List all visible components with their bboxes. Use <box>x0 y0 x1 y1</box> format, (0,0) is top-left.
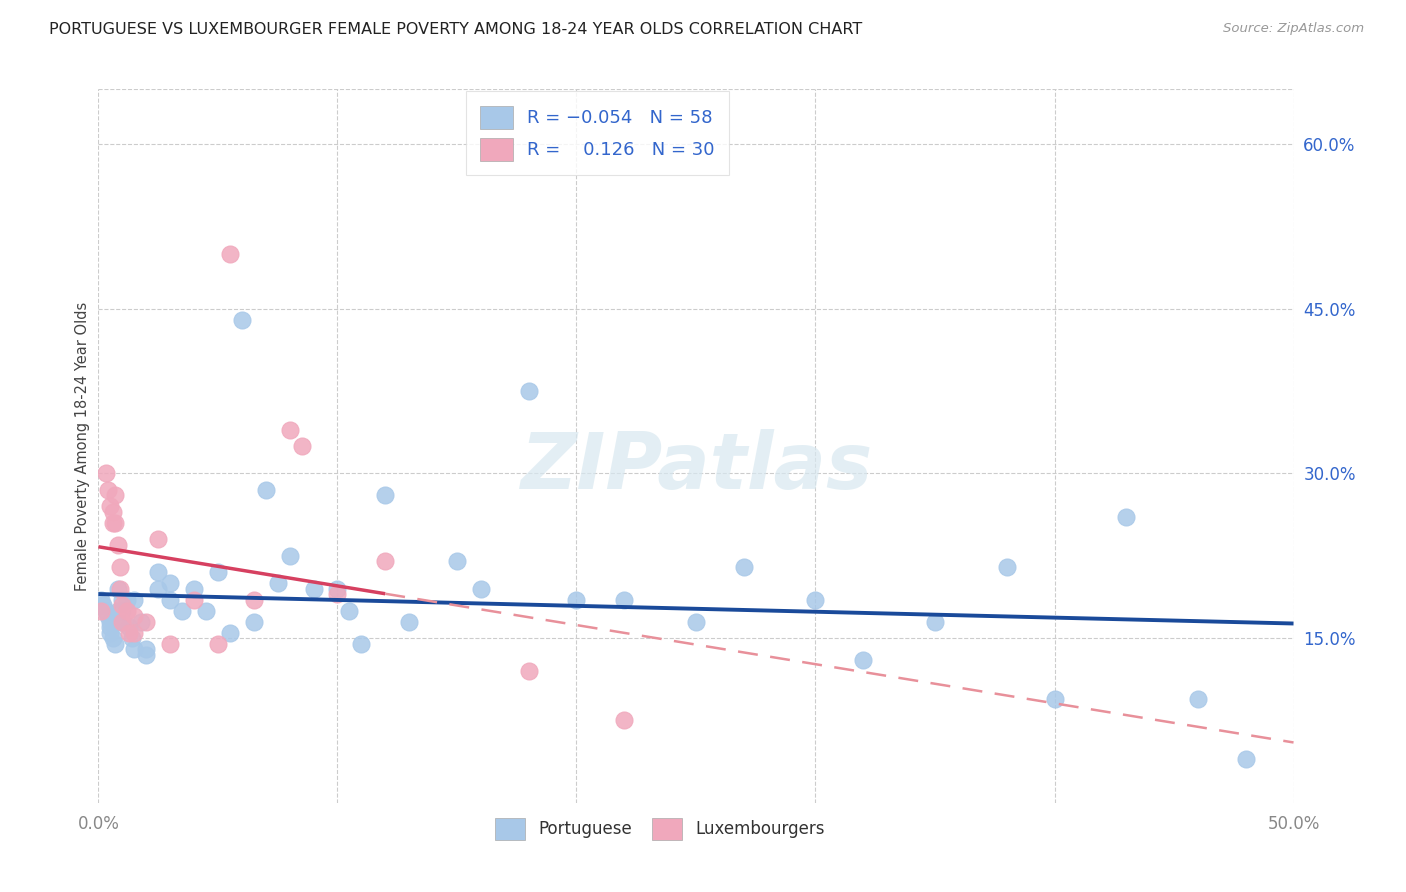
Point <box>733 559 755 574</box>
Point <box>565 592 588 607</box>
Point <box>90 604 112 618</box>
Point <box>350 637 373 651</box>
Point <box>107 538 129 552</box>
Point <box>101 505 124 519</box>
Point <box>135 642 157 657</box>
Point <box>243 615 266 629</box>
Y-axis label: Female Poverty Among 18-24 Year Olds: Female Poverty Among 18-24 Year Olds <box>75 301 90 591</box>
Point <box>1234 752 1257 766</box>
Point <box>613 592 636 607</box>
Point <box>115 592 138 607</box>
Point <box>98 500 122 514</box>
Point <box>470 582 492 596</box>
Point <box>124 609 146 624</box>
Point <box>685 615 707 629</box>
Point <box>172 604 194 618</box>
Point <box>195 604 218 618</box>
Point <box>104 488 127 502</box>
Point <box>278 423 301 437</box>
Point <box>118 620 141 634</box>
Point <box>326 587 349 601</box>
Point <box>148 566 170 580</box>
Point <box>231 312 253 326</box>
Point <box>1043 691 1066 706</box>
Point <box>517 384 540 398</box>
Point <box>115 604 138 618</box>
Point <box>924 615 946 629</box>
Point <box>131 615 153 629</box>
Point <box>101 516 124 530</box>
Text: Source: ZipAtlas.com: Source: ZipAtlas.com <box>1223 22 1364 36</box>
Point <box>124 625 146 640</box>
Point <box>995 559 1018 574</box>
Point <box>101 631 124 645</box>
Point <box>135 615 157 629</box>
Point <box>374 488 396 502</box>
Point <box>183 582 205 596</box>
Point <box>111 598 134 612</box>
Point <box>148 582 170 596</box>
Point <box>302 582 325 596</box>
Point <box>159 592 181 607</box>
Point <box>1187 691 1209 706</box>
Point <box>613 714 636 728</box>
Point <box>97 483 120 497</box>
Point <box>207 637 229 651</box>
Point <box>148 533 170 547</box>
Point <box>108 559 131 574</box>
Point <box>219 625 242 640</box>
Text: PORTUGUESE VS LUXEMBOURGER FEMALE POVERTY AMONG 18-24 YEAR OLDS CORRELATION CHAR: PORTUGUESE VS LUXEMBOURGER FEMALE POVERT… <box>49 22 862 37</box>
Point <box>254 483 277 497</box>
Point <box>111 615 134 629</box>
Point <box>94 467 117 481</box>
Point <box>97 609 120 624</box>
Point <box>219 247 242 261</box>
Point <box>339 604 361 618</box>
Point <box>111 604 134 618</box>
Point <box>121 631 143 645</box>
Point <box>207 566 229 580</box>
Point <box>159 637 181 651</box>
Point <box>183 592 205 607</box>
Point <box>98 615 122 629</box>
Point <box>398 615 420 629</box>
Point <box>124 592 146 607</box>
Point <box>326 582 349 596</box>
Point <box>107 604 129 618</box>
Point <box>1115 510 1137 524</box>
Point <box>108 582 131 596</box>
Point <box>446 554 468 568</box>
Point <box>278 549 301 563</box>
Point <box>804 592 827 607</box>
Point <box>111 615 134 629</box>
Point <box>90 592 112 607</box>
Point <box>124 642 146 657</box>
Point <box>374 554 396 568</box>
Point <box>135 648 157 662</box>
Point <box>243 592 266 607</box>
Point <box>108 615 131 629</box>
Text: ZIPatlas: ZIPatlas <box>520 429 872 506</box>
Point <box>118 625 141 640</box>
Legend: Portuguese, Luxembourgers: Portuguese, Luxembourgers <box>486 810 834 848</box>
Point <box>91 598 114 612</box>
Point <box>267 576 290 591</box>
Point <box>291 439 314 453</box>
Point <box>104 516 127 530</box>
Point <box>94 604 117 618</box>
Point <box>852 653 875 667</box>
Point <box>107 582 129 596</box>
Point <box>111 592 134 607</box>
Point <box>104 637 127 651</box>
Point <box>98 620 122 634</box>
Point <box>159 576 181 591</box>
Point <box>98 625 122 640</box>
Point <box>517 664 540 678</box>
